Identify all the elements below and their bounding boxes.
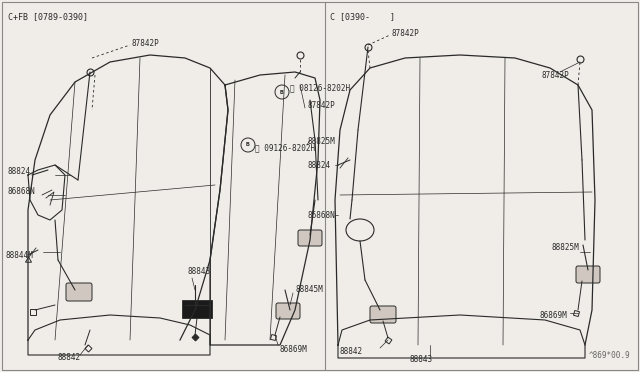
- Text: 88843: 88843: [410, 356, 433, 365]
- FancyBboxPatch shape: [370, 306, 396, 323]
- Bar: [182, 300, 212, 318]
- FancyBboxPatch shape: [298, 230, 322, 246]
- FancyBboxPatch shape: [576, 266, 600, 283]
- Text: Ⓑ 09126-8202H: Ⓑ 09126-8202H: [255, 144, 315, 153]
- Text: 88824: 88824: [8, 167, 31, 176]
- Text: B: B: [280, 90, 284, 94]
- Text: 86869M: 86869M: [540, 311, 568, 320]
- FancyBboxPatch shape: [276, 303, 300, 319]
- Text: 86869M: 86869M: [280, 346, 308, 355]
- Text: 87842P: 87842P: [132, 38, 160, 48]
- Text: 88843: 88843: [188, 267, 211, 276]
- Text: 88825M: 88825M: [552, 244, 580, 253]
- Text: 87842P: 87842P: [307, 100, 335, 109]
- Text: 88842: 88842: [340, 347, 363, 356]
- Text: ^869*00.9: ^869*00.9: [588, 351, 630, 360]
- Text: C [0390-    ]: C [0390- ]: [330, 12, 395, 21]
- Text: 88842: 88842: [58, 353, 81, 362]
- Text: 88845M: 88845M: [295, 285, 323, 295]
- Text: 88825M: 88825M: [308, 138, 336, 147]
- Text: 86868N: 86868N: [8, 187, 36, 196]
- Text: Ⓑ 08126-8202H: Ⓑ 08126-8202H: [290, 83, 350, 93]
- Text: 87842P: 87842P: [542, 71, 570, 80]
- Text: B: B: [246, 142, 250, 148]
- Text: C+FB [0789-0390]: C+FB [0789-0390]: [8, 12, 88, 21]
- Text: 87842P: 87842P: [392, 29, 420, 38]
- Text: 86868N: 86868N: [308, 211, 336, 219]
- Text: 88824: 88824: [308, 160, 331, 170]
- FancyBboxPatch shape: [66, 283, 92, 301]
- Text: 88844M: 88844M: [5, 250, 33, 260]
